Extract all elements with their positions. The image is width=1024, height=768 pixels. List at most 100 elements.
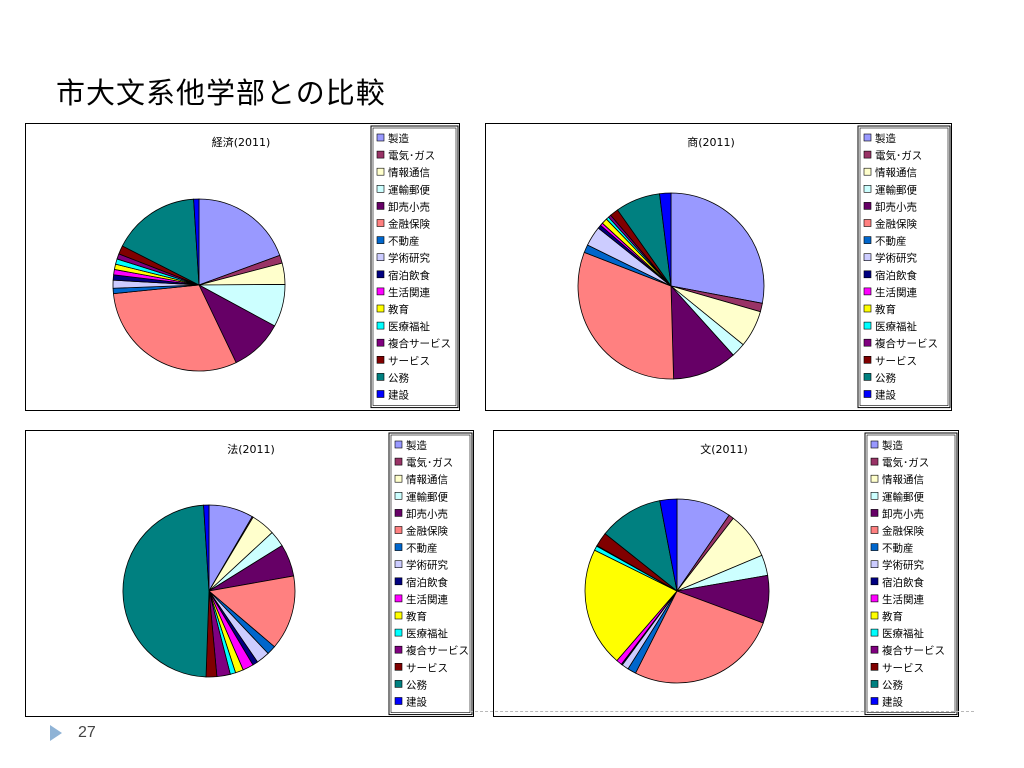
legend-swatch	[394, 440, 403, 449]
legend-swatch	[863, 202, 872, 210]
legend-swatch	[394, 611, 403, 620]
legend-swatch	[394, 594, 403, 603]
legend-label: 製造	[875, 132, 896, 145]
legend-label: 金融保険	[882, 525, 924, 538]
legend-swatch	[863, 373, 872, 381]
legend-swatch	[376, 219, 385, 227]
legend-label: 宿泊飲食	[882, 576, 924, 589]
legend-label: 公務	[875, 371, 896, 384]
legend-swatch	[376, 202, 385, 210]
pie-slice-公務	[121, 198, 200, 286]
chart-bun: 文(2011) 製造 電気･ガス 情報通信 運輸郵便 卸売小売 金融保険 不動産 学術研究 宿泊飲…	[493, 430, 959, 717]
legend-swatch	[870, 645, 879, 654]
legend-swatch	[394, 509, 403, 517]
legend-swatch	[870, 457, 879, 466]
legend-label: 生活関連	[875, 286, 917, 299]
legend-swatch	[376, 270, 385, 279]
legend-swatch	[376, 321, 385, 330]
legend-label: 運輸郵便	[875, 183, 917, 196]
legend-label: 電気･ガス	[388, 149, 435, 162]
legend-label: 建設	[406, 696, 427, 709]
legend-swatch	[394, 697, 403, 705]
legend-label: 建設	[388, 389, 409, 402]
legend-label: サービス	[875, 355, 917, 367]
legend-label: 教育	[388, 303, 409, 316]
pie-slice-卸売小売	[670, 284, 734, 380]
legend-inner-border	[372, 127, 457, 406]
legend-label: 複合サービス	[406, 644, 469, 657]
pie-slice-教育	[584, 549, 678, 662]
pie-slice-建設	[659, 498, 678, 592]
pie-slice-建設	[659, 192, 672, 287]
legend-swatch	[870, 526, 879, 534]
chart-title: 文(2011)	[700, 442, 748, 456]
chart-title: 法(2011)	[227, 442, 275, 456]
legend-label: 情報通信	[406, 473, 448, 486]
legend-label: 卸売小売	[406, 507, 448, 520]
legend-swatch	[863, 236, 872, 244]
legend-swatch	[870, 680, 879, 688]
legend-swatch	[870, 474, 879, 483]
pie-chart-svg: 文(2011) 製造電気･ガス情報通信運輸郵便卸売小売金融保険不動産学術研究宿泊飲…	[584, 432, 958, 716]
legend-swatch	[376, 356, 385, 364]
legend-swatch	[394, 663, 403, 671]
legend-swatch	[870, 663, 879, 671]
legend-swatch	[394, 645, 403, 654]
pie-slice-金融保険	[577, 251, 675, 380]
legend-label: サービス	[388, 355, 430, 367]
legend-label: 教育	[882, 610, 903, 623]
legend-swatch	[376, 236, 385, 244]
legend-label: 卸売小売	[388, 200, 430, 213]
legend-swatch	[376, 184, 385, 193]
legend-label: 建設	[882, 696, 903, 709]
legend-swatch	[376, 133, 385, 142]
legend-swatch	[394, 526, 403, 534]
pie-slice-公務	[122, 504, 210, 678]
legend-label: 教育	[406, 610, 427, 623]
legend-inner-border	[859, 127, 949, 406]
legend-label: 製造	[882, 439, 903, 452]
legend-label: 情報通信	[882, 473, 924, 486]
legend-label: 学術研究	[388, 252, 430, 265]
legend-swatch	[870, 594, 879, 603]
legend-label: 電気･ガス	[875, 149, 922, 162]
legend-label: 製造	[406, 439, 427, 452]
legend-swatch	[870, 577, 879, 586]
pie-slice-製造	[198, 198, 281, 286]
legend-box	[864, 432, 958, 716]
legend-label: 複合サービス	[882, 644, 945, 657]
legend-swatch	[870, 509, 879, 517]
legend-swatch	[870, 440, 879, 449]
legend-swatch	[394, 577, 403, 586]
legend-swatch	[863, 133, 872, 142]
legend-label: 製造	[388, 132, 409, 145]
pie-slice-公務	[604, 500, 678, 592]
chart-title: 商(2011)	[687, 135, 735, 149]
legend-label: 情報通信	[875, 166, 917, 179]
legend-label: サービス	[406, 662, 448, 674]
pie-slice-建設	[193, 198, 200, 286]
legend-label: 医療福祉	[388, 320, 430, 333]
slide-title: 市大文系他学部との比較	[56, 76, 386, 110]
legend-swatch	[376, 150, 385, 159]
legend-label: 公務	[388, 371, 409, 384]
legend-label: 不動産	[882, 542, 914, 555]
legend-swatch	[870, 543, 879, 551]
legend-swatch	[863, 390, 872, 398]
pie-chart-svg: 経済(2011) 製造電気･ガス情報通信運輸郵便卸売小売金融保険不動産学術研究宿泊…	[112, 125, 459, 409]
legend-swatch	[863, 167, 872, 176]
legend-swatch	[863, 150, 872, 159]
legend-label: 宿泊飲食	[406, 576, 448, 589]
legend-inner-border	[390, 434, 471, 713]
legend-label: 運輸郵便	[406, 490, 448, 503]
legend-inner-border	[866, 434, 956, 713]
legend-swatch	[863, 270, 872, 279]
legend-label: 生活関連	[882, 593, 924, 606]
legend-label: 建設	[875, 389, 896, 402]
legend-label: 金融保険	[406, 525, 448, 538]
pie-chart-svg: 法(2011) 製造電気･ガス情報通信運輸郵便卸売小売金融保険不動産学術研究宿泊飲…	[122, 432, 473, 716]
legend-label: 学術研究	[882, 559, 924, 572]
legend-box	[370, 125, 459, 409]
bottom-rule	[470, 711, 974, 712]
legend-swatch	[863, 253, 872, 261]
